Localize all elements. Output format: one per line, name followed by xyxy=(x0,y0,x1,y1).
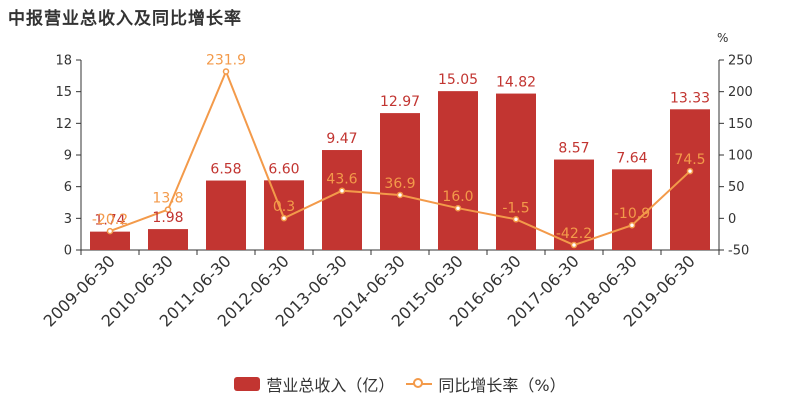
y-left-tick-label: 9 xyxy=(64,149,72,164)
growth-point-label: 0.3 xyxy=(273,199,295,215)
growth-point-label: 16.0 xyxy=(442,189,473,205)
growth-point-label: 13.8 xyxy=(152,191,183,207)
growth-point-label: 231.9 xyxy=(206,52,246,68)
y-left-tick-label: 18 xyxy=(55,54,72,69)
y-right-tick-label: -50 xyxy=(728,244,749,259)
y-left-tick-label: 15 xyxy=(55,85,72,100)
growth-point-label: -42.2 xyxy=(556,226,592,242)
y-right-tick-label: 250 xyxy=(728,54,753,69)
revenue-bar xyxy=(90,231,130,250)
growth-point xyxy=(106,227,114,235)
growth-point xyxy=(686,167,694,175)
legend: 营业总收入（亿） 同比增长率（%） xyxy=(0,372,800,396)
y-left-tick-label: 0 xyxy=(64,244,72,259)
revenue-bar-label: 15.05 xyxy=(438,72,478,88)
revenue-bar-label: 8.57 xyxy=(558,141,589,157)
y-left-tick-label: 12 xyxy=(55,117,72,132)
growth-point-label: 74.5 xyxy=(674,152,705,168)
growth-point-label: -10.9 xyxy=(614,206,650,222)
revenue-bar-label: 12.97 xyxy=(380,94,420,110)
y-left-tick-label: 3 xyxy=(64,212,72,227)
revenue-bar xyxy=(554,159,594,250)
legend-bar-swatch xyxy=(234,377,261,391)
revenue-bar-label: 9.47 xyxy=(326,131,357,147)
growth-point xyxy=(628,221,636,229)
legend-line-swatch xyxy=(406,377,433,391)
revenue-bar xyxy=(206,180,246,250)
growth-point xyxy=(222,68,230,75)
growth-point-label: -1.5 xyxy=(502,200,529,216)
revenue-bar-label: 6.58 xyxy=(210,162,241,178)
revenue-bar xyxy=(148,229,188,250)
y-right-tick-label: 100 xyxy=(728,149,753,164)
revenue-bar xyxy=(612,169,652,250)
revenue-bar-label: 14.82 xyxy=(496,75,536,91)
chart-title: 中报营业总收入及同比增长率 xyxy=(8,9,242,29)
growth-point-label: 36.9 xyxy=(384,176,415,192)
revenue-bar xyxy=(496,93,536,250)
revenue-bar xyxy=(322,150,362,250)
growth-point-label: -20.2 xyxy=(92,212,128,228)
growth-point xyxy=(454,204,462,212)
y-right-tick-label: 50 xyxy=(728,180,745,195)
y-right-tick-label: 0 xyxy=(728,212,736,227)
revenue-bar-label: 1.98 xyxy=(152,210,183,226)
growth-point xyxy=(396,191,404,199)
revenue-bar xyxy=(670,109,710,251)
growth-point xyxy=(280,214,288,222)
y-right-unit: % xyxy=(717,31,728,45)
legend-label-revenue: 营业总收入（亿） xyxy=(266,376,395,395)
revenue-bar-label: 1.74 xyxy=(94,213,125,229)
revenue-bar xyxy=(380,113,420,250)
legend-item-revenue[interactable]: 营业总收入（亿） xyxy=(234,372,394,396)
revenue-bar-label: 7.64 xyxy=(616,150,647,166)
revenue-bar-label: 6.60 xyxy=(268,161,299,177)
legend-item-growth[interactable]: 同比增长率（%） xyxy=(406,372,566,396)
revenue-bar xyxy=(438,91,478,250)
legend-label-growth: 同比增长率（%） xyxy=(438,376,566,395)
y-left-tick-label: 6 xyxy=(64,180,72,195)
growth-point xyxy=(338,187,346,194)
revenue-bar-label: 13.33 xyxy=(670,90,710,106)
growth-point xyxy=(570,241,578,249)
growth-point xyxy=(164,206,172,213)
growth-point xyxy=(512,216,520,223)
y-right-tick-label: 150 xyxy=(728,117,753,132)
y-right-tick-label: 200 xyxy=(728,85,753,100)
growth-point-label: 43.6 xyxy=(326,172,357,188)
